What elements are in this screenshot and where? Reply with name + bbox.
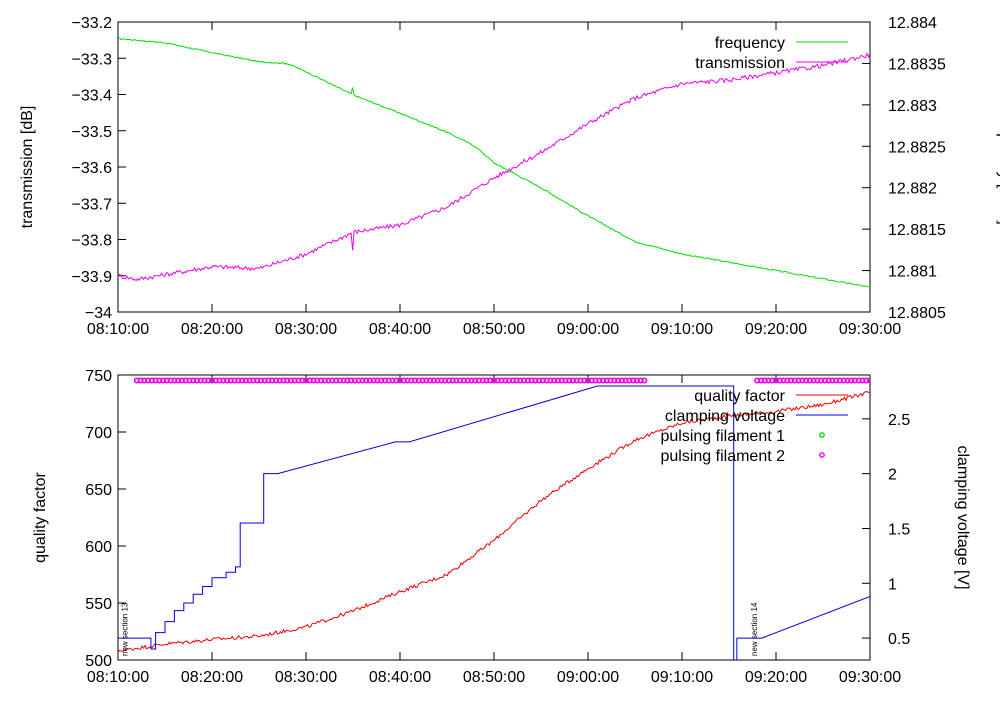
x-tick-label: 08:30:00 (275, 321, 337, 338)
x-tick-label: 08:10:00 (87, 669, 149, 686)
legend-label: pulsing filament 2 (660, 448, 785, 465)
plot-area (118, 37, 870, 288)
section-annotation: new section 13 (120, 602, 129, 656)
pulse-point (867, 377, 870, 384)
x-tick-label: 08:20:00 (181, 669, 243, 686)
y-axis-label: transmission [dB] (19, 106, 36, 229)
y-tick-label: 600 (85, 539, 112, 556)
legend: frequency transmission (695, 35, 848, 72)
y-tick-label: −33.7 (72, 196, 113, 213)
legend-label: transmission (695, 55, 785, 72)
y2-tick-label: 2.5 (888, 412, 910, 429)
y2-tick-label: 1 (888, 576, 897, 593)
y2-tick-label: 12.881 (888, 264, 937, 281)
series-line-quality-factor (118, 391, 870, 653)
y2-axis-label: frequency [GHz] (996, 109, 1000, 225)
y-tick-label: 650 (85, 482, 112, 499)
y-tick-label: −33.5 (72, 124, 113, 141)
y-tick-label: 500 (85, 653, 112, 670)
y-tick-label: −33.8 (72, 233, 113, 250)
y2-tick-label: 1.5 (888, 521, 910, 538)
y-axis-label: quality factor (32, 471, 49, 562)
y2-tick-label: 12.8835 (888, 56, 946, 73)
section-annotation: new section 14 (750, 602, 759, 656)
y2-axis-label: clamping voltage [V] (954, 445, 971, 589)
series-line-clamping-voltage (118, 385, 870, 660)
legend-point-sample (819, 452, 825, 458)
y-tick-label: −33.3 (72, 51, 113, 68)
y2-tick-label: 12.883 (888, 98, 937, 115)
x-tick-label: 08:30:00 (275, 669, 337, 686)
y-tick-label: 550 (85, 596, 112, 613)
series-line-frequency (118, 37, 870, 288)
y2-tick-label: 0.5 (888, 631, 910, 648)
legend-point-sample (819, 432, 825, 438)
y-tick-label: 750 (85, 368, 112, 385)
y-tick-label: 700 (85, 425, 112, 442)
x-tick-label: 08:50:00 (463, 669, 525, 686)
y-tick-label: −33.9 (72, 269, 113, 286)
legend: quality factor clamping voltage pulsing fi… (660, 388, 848, 465)
y2-tick-label: 12.8815 (888, 222, 946, 239)
x-tick-label: 08:50:00 (463, 321, 525, 338)
x-tick-label: 08:40:00 (369, 321, 431, 338)
legend-label: quality factor (694, 388, 785, 405)
chart-panel-2: 08:10:00 08:20:00 08:30:00 08:40:00 08:50:00… (32, 368, 971, 686)
x-tick-label: 09:30:00 (839, 669, 901, 686)
y2-tick-label: 12.8825 (888, 139, 946, 156)
legend-label: frequency (715, 35, 785, 52)
x-tick-label: 09:20:00 (745, 321, 807, 338)
series-line-transmission (118, 51, 870, 282)
x-tick-label: 09:00:00 (557, 669, 619, 686)
y2-tick-label: 12.884 (888, 15, 937, 32)
x-tick-label: 08:20:00 (181, 321, 243, 338)
legend-label: pulsing filament 1 (660, 428, 785, 445)
legend-label: clamping voltage (665, 408, 785, 425)
x-tick-label: 09:30:00 (839, 321, 901, 338)
y2-tick-label: 12.882 (888, 181, 937, 198)
y2-tick-label: 2 (888, 467, 897, 484)
x-tick-label: 08:40:00 (369, 669, 431, 686)
y-tick-label: −33.4 (72, 88, 113, 105)
plot-area (118, 377, 870, 660)
y-tick-label: −33.6 (72, 160, 113, 177)
y-tick-label: −34 (85, 305, 112, 322)
pulse-point (641, 377, 648, 384)
y2-tick-label: 12.8805 (888, 305, 946, 322)
x-tick-label: 09:00:00 (557, 321, 619, 338)
y-tick-label: −33.2 (72, 15, 113, 32)
chart-panel-1: 08:10:00 08:20:00 08:30:00 08:40:00 08:50:00… (19, 15, 1000, 338)
x-tick-label: 09:20:00 (745, 669, 807, 686)
x-tick-label: 08:10:00 (87, 321, 149, 338)
x-tick-label: 09:10:00 (651, 669, 713, 686)
x-tick-label: 09:10:00 (651, 321, 713, 338)
